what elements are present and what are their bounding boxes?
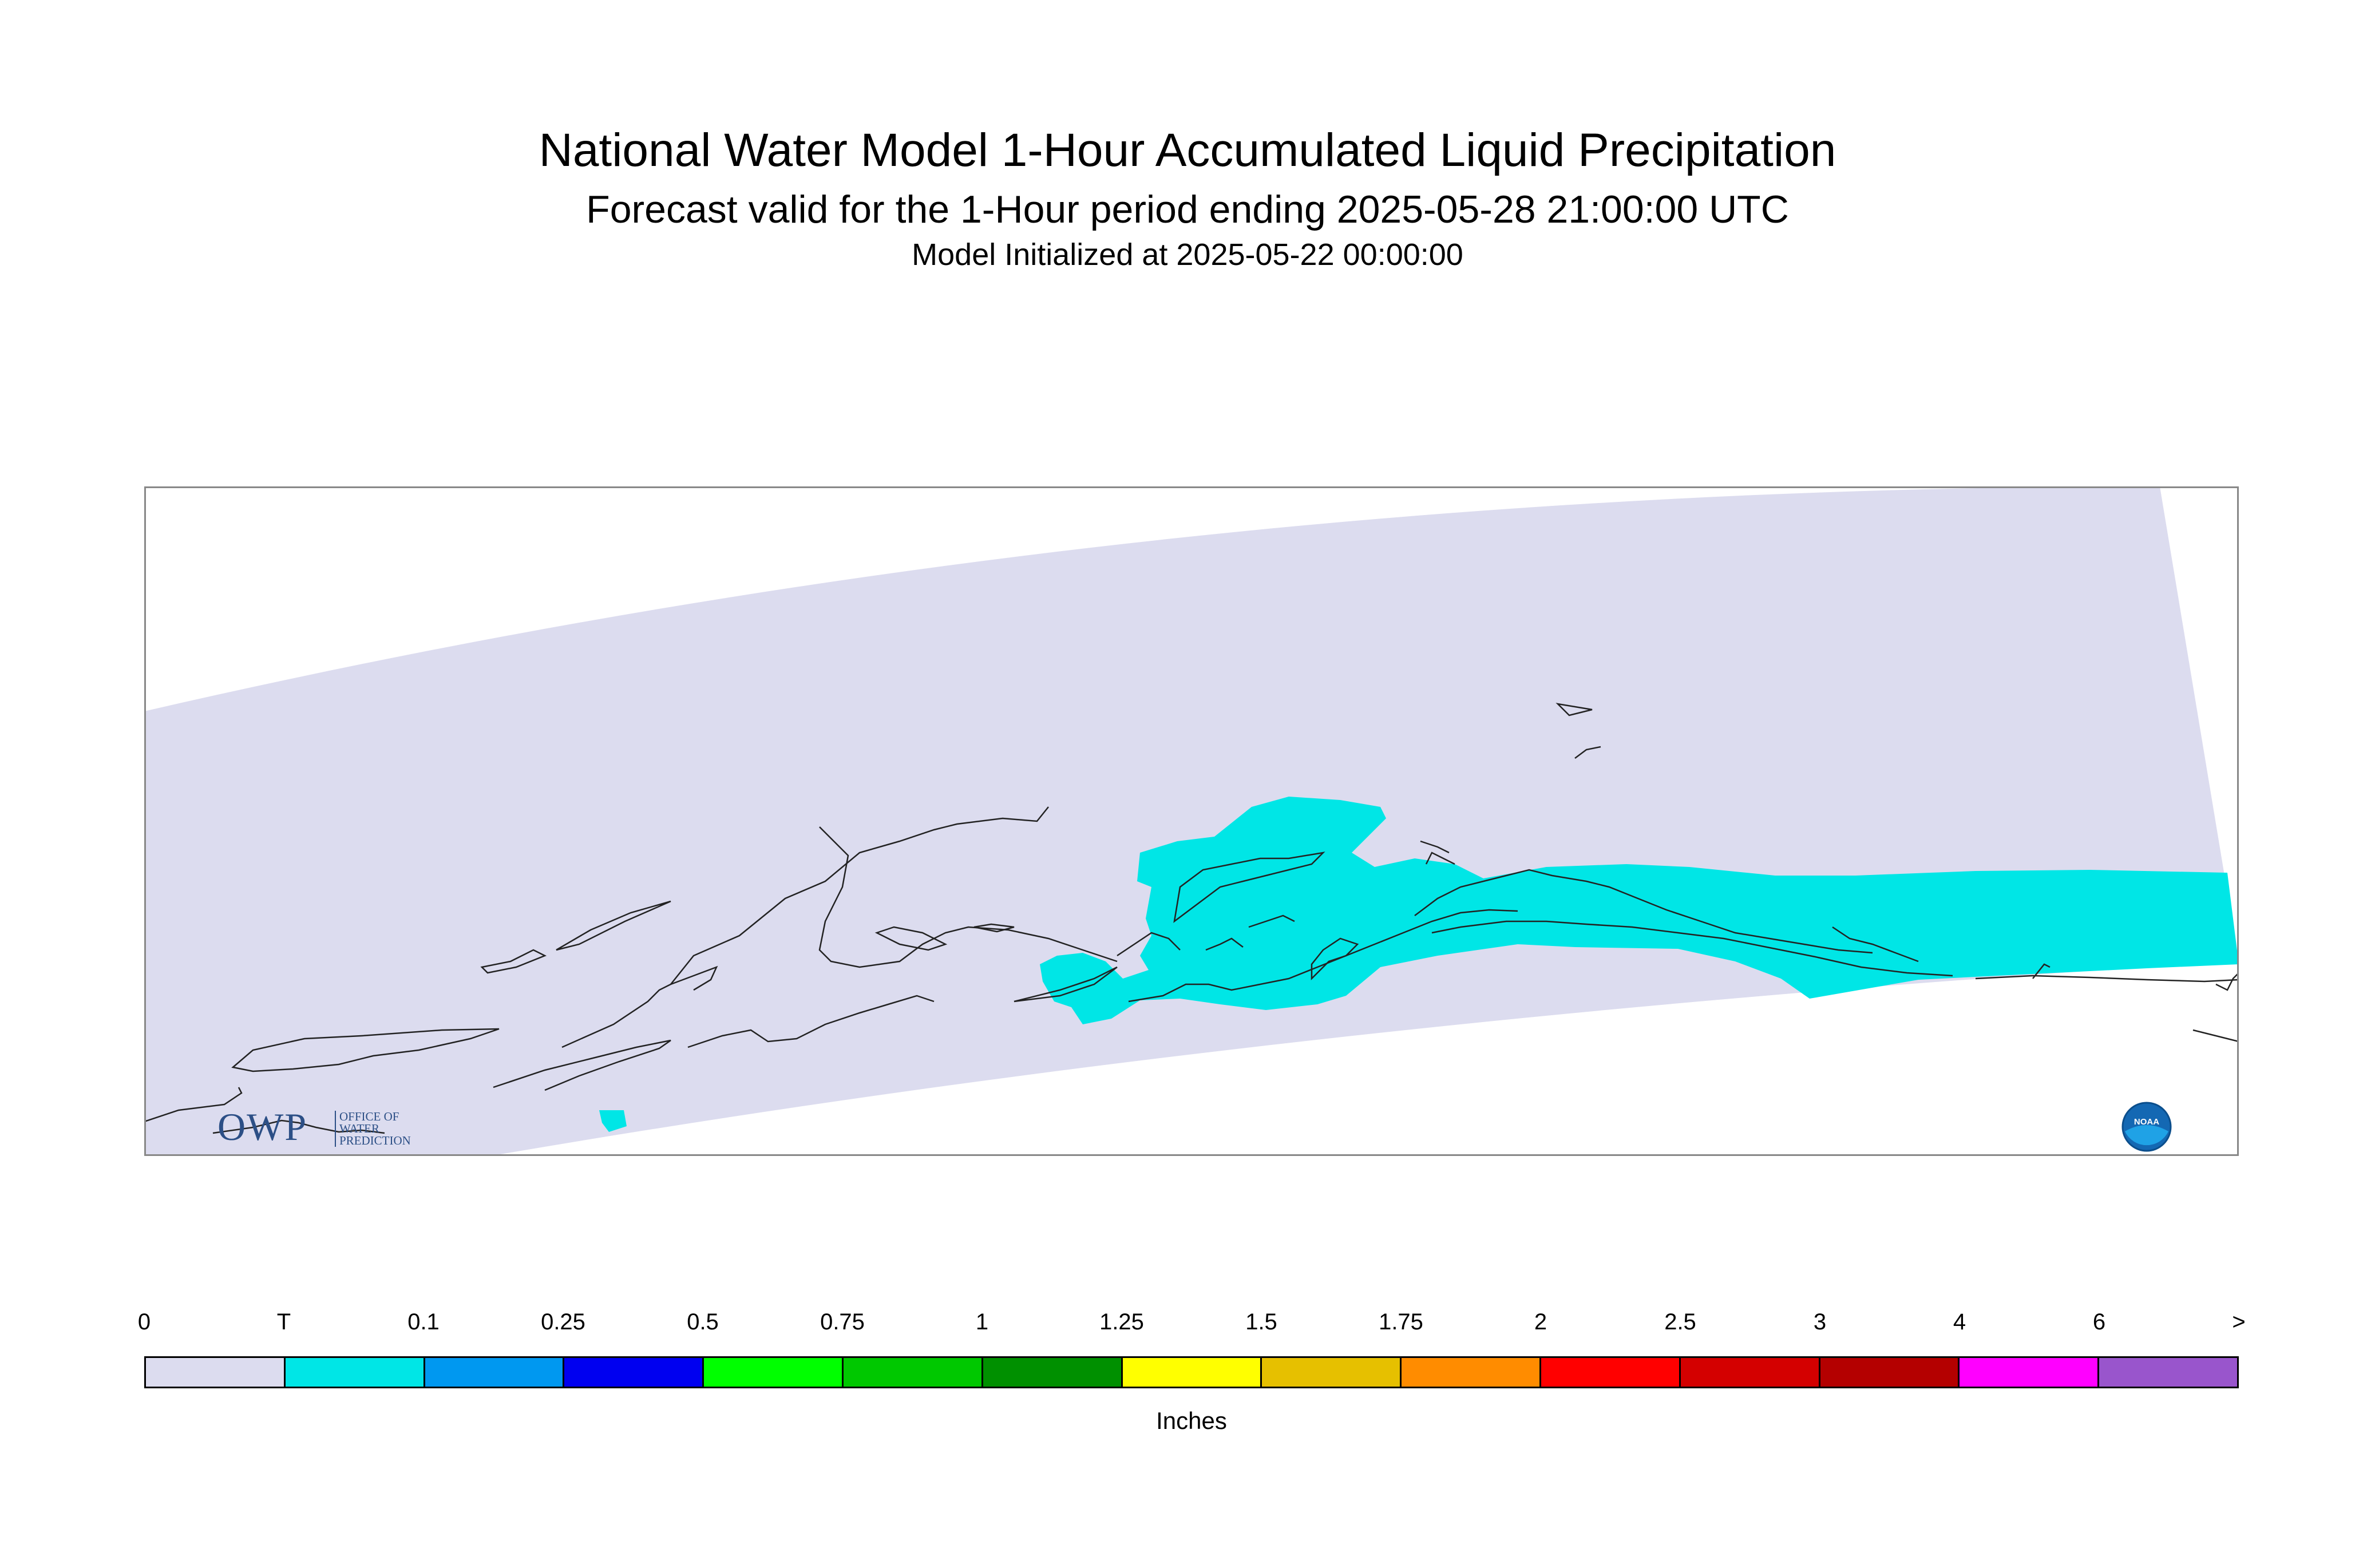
legend-swatch <box>983 1358 1123 1387</box>
model-init-line: Model Initialized at 2025-05-22 00:00:00 <box>912 237 1463 272</box>
legend-tick-label: 1.5 <box>1245 1309 1277 1335</box>
owp-logo: OWP OFFICE OF WATER PREDICTION <box>217 1107 423 1147</box>
legend-swatch <box>1680 1358 1820 1387</box>
legend-tick-label: 0.25 <box>541 1309 585 1335</box>
legend-swatch <box>843 1358 983 1387</box>
owp-logo-subtext: OFFICE OF WATER PREDICTION <box>335 1111 411 1147</box>
legend-tick-label: 2.5 <box>1664 1309 1696 1335</box>
legend-tick-label: 3 <box>1813 1309 1827 1335</box>
legend-swatch <box>1262 1358 1402 1387</box>
legend-swatch <box>425 1358 565 1387</box>
legend-swatch <box>1820 1358 1960 1387</box>
precip-area-small <box>599 1110 627 1132</box>
legend-tick-label: T <box>276 1309 291 1335</box>
legend-tick-label: > <box>2232 1309 2246 1335</box>
legend-swatch <box>704 1358 844 1387</box>
legend-tick-label: 6 <box>2092 1309 2106 1335</box>
legend-units: Inches <box>1156 1407 1227 1434</box>
legend: 0 T 0.1 0.25 0.5 0.75 1 1.25 1.5 1.75 2 2.5 3 4 6 > Inc… <box>138 1309 2246 1459</box>
legend-tick-label: 0.5 <box>687 1309 719 1335</box>
legend-swatch <box>1960 1358 2100 1387</box>
legend-swatch <box>146 1358 286 1387</box>
legend-colorbar <box>144 1356 2239 1388</box>
noaa-logo: NOAA <box>2121 1102 2172 1152</box>
legend-swatch <box>564 1358 704 1387</box>
legend-swatch <box>1402 1358 1541 1387</box>
precip-area-main <box>1040 797 2239 1024</box>
legend-swatch <box>1541 1358 1681 1387</box>
legend-swatch <box>285 1358 425 1387</box>
legend-tick-label: 4 <box>1953 1309 1966 1335</box>
legend-tick-label: 1 <box>975 1309 989 1335</box>
legend-swatch <box>2099 1358 2237 1387</box>
map-panel: OWP OFFICE OF WATER PREDICTION NOAA <box>144 486 2239 1156</box>
legend-swatch <box>1122 1358 1262 1387</box>
map-subtitle: Forecast valid for the 1-Hour period end… <box>586 188 1789 231</box>
legend-tick-label: 1.25 <box>1099 1309 1144 1335</box>
model-domain <box>144 486 2239 1156</box>
legend-tick-label: 1.75 <box>1379 1309 1423 1335</box>
legend-tick-label: 0 <box>137 1309 151 1335</box>
legend-tick-label: 0.75 <box>820 1309 865 1335</box>
legend-tick-label: 2 <box>1534 1309 1547 1335</box>
coastlines <box>144 703 2239 1134</box>
owp-logo-mark: OWP <box>217 1105 308 1149</box>
noaa-logo-text: NOAA <box>2134 1117 2159 1127</box>
map-title: National Water Model 1-Hour Accumulated … <box>539 124 1836 176</box>
map-border <box>144 486 2239 1156</box>
precipitation-map <box>144 486 2239 1156</box>
legend-tick-label: 0.1 <box>407 1309 440 1335</box>
